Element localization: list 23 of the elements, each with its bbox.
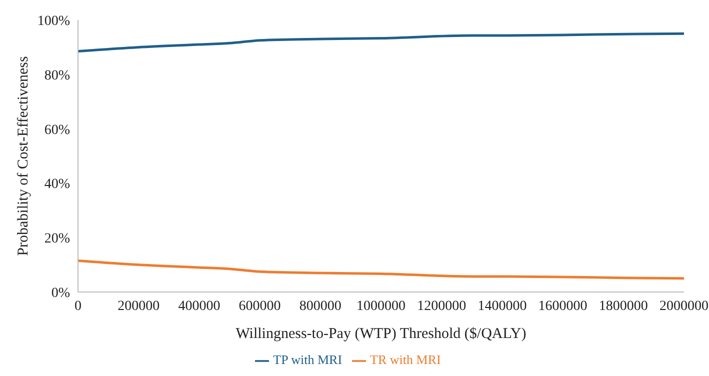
y-axis-title: Probability of Cost-Effectiveness	[15, 56, 32, 256]
x-axis-title: Willingness-to-Pay (WTP) Threshold ($/QALY)	[236, 326, 526, 342]
x-tick-label: 200000	[118, 298, 160, 314]
y-tick-label: 60%	[44, 122, 70, 138]
y-tick-label: 40%	[44, 177, 70, 192]
y-tick-label: 20%	[44, 232, 70, 247]
y-tick-label: 100%	[37, 14, 70, 29]
x-tick-label: 0	[74, 298, 82, 314]
x-tick-label: 1200000	[417, 298, 466, 314]
x-tick-label: 1600000	[538, 298, 588, 314]
x-tick-label: 800000	[299, 298, 342, 314]
x-tick-label: 2000000	[660, 298, 708, 314]
line-series	[78, 259, 684, 280]
y-tick-label: 0%	[51, 286, 70, 301]
x-tick-label: 600000	[238, 298, 281, 314]
line-series	[78, 32, 684, 53]
x-tick-label: 1400000	[478, 298, 527, 314]
legend-label: TR with MRI	[370, 352, 441, 367]
x-tick-label: 400000	[178, 298, 220, 314]
x-tick-label: 1000000	[356, 298, 406, 314]
y-tick-label: 80%	[44, 68, 70, 84]
legend-label: TP with MRI	[273, 352, 342, 367]
x-tick-label: 1800000	[598, 298, 648, 314]
